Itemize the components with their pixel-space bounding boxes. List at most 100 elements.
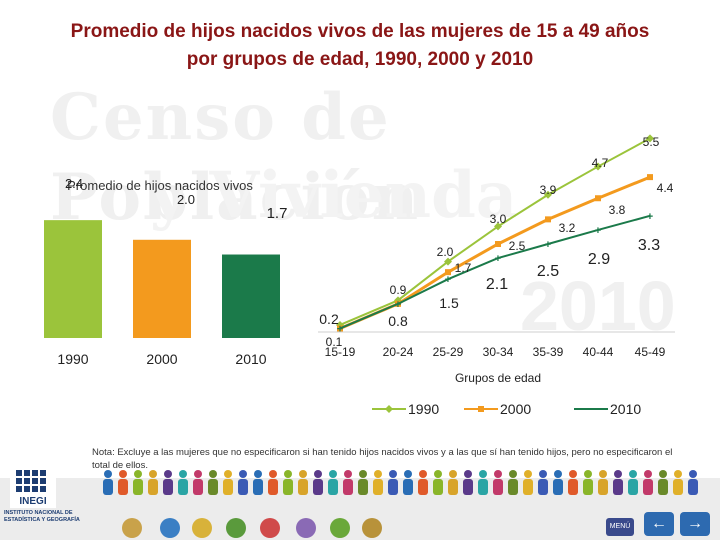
person-body xyxy=(388,479,398,495)
series-point-1990 xyxy=(444,257,452,266)
person-head xyxy=(359,470,367,478)
person-head xyxy=(554,470,562,478)
data-label-1990: 3.9 xyxy=(540,183,557,197)
people-banner-icon xyxy=(103,470,698,495)
next-slide-button[interactable]: → xyxy=(680,512,710,536)
legend-marker xyxy=(478,406,484,412)
person-body xyxy=(178,479,188,495)
data-label-2010: 2.9 xyxy=(588,251,610,268)
series-point-2010: + xyxy=(545,239,551,251)
person-body xyxy=(523,479,533,495)
home-icon[interactable] xyxy=(260,518,280,538)
line-chart: + + + + + + +0.2 0.9 2.0 3.0 3.9 4.7 5.5 0.1 0.8 1.7 2.5… xyxy=(318,134,675,417)
person-head xyxy=(314,470,322,478)
data-label-1990: 2.0 xyxy=(437,245,454,259)
person-head xyxy=(584,470,592,478)
bar-category-label: 1990 xyxy=(57,351,88,367)
person-head xyxy=(194,470,202,478)
person-body xyxy=(133,479,143,495)
topic-icon-2[interactable] xyxy=(160,518,180,538)
person-head xyxy=(119,470,127,478)
legend-label-2010: 2010 xyxy=(610,401,641,417)
data-label-2010: 1.5 xyxy=(439,295,459,311)
person-head xyxy=(254,470,262,478)
x-tick-label: 35-39 xyxy=(533,345,564,359)
data-label-2010: 3.3 xyxy=(638,237,660,254)
person-body xyxy=(238,479,248,495)
topic-icon-3[interactable] xyxy=(192,518,212,538)
person-head xyxy=(209,470,217,478)
x-tick-label: 40-44 xyxy=(583,345,614,359)
person-body xyxy=(658,479,668,495)
watermark-text: Censo de Población xyxy=(50,80,421,235)
series-point-2000 xyxy=(545,216,551,223)
data-label-1990: 5.5 xyxy=(643,135,660,149)
series-point-2010: + xyxy=(395,299,401,311)
logo-name: INEGI xyxy=(19,496,46,507)
bar-2000 xyxy=(133,239,191,338)
topic-icon-8[interactable] xyxy=(362,518,382,538)
series-point-2000 xyxy=(445,269,451,276)
person-body xyxy=(253,479,263,495)
person-head xyxy=(419,470,427,478)
person-body xyxy=(328,479,338,495)
person-head xyxy=(224,470,232,478)
person-body xyxy=(583,479,593,495)
bar-value-label: 1.7 xyxy=(267,205,288,222)
person-body xyxy=(373,479,383,495)
footnote: Nota: Excluye a las mujeres que no espec… xyxy=(92,447,673,471)
person-head xyxy=(404,470,412,478)
bar-category-label: 2000 xyxy=(146,351,177,367)
title-line-2: por grupos de edad, 1990, 2000 y 2010 xyxy=(186,49,534,70)
person-body xyxy=(433,479,443,495)
bar-chart-title: Promedio de hijos nacidos vivos xyxy=(67,178,253,193)
person-body xyxy=(268,479,278,495)
menu-button[interactable]: MENÚ xyxy=(606,518,634,536)
legend-marker xyxy=(385,405,393,413)
data-label-2000: 2.5 xyxy=(509,239,526,253)
person-body xyxy=(103,479,113,495)
person-body xyxy=(403,479,413,495)
x-tick-label: 30-34 xyxy=(483,345,514,359)
prev-slide-button[interactable]: ← xyxy=(644,512,674,536)
series-point-1990 xyxy=(594,162,602,171)
data-label-2000: 0.8 xyxy=(388,313,408,329)
person-head xyxy=(284,470,292,478)
series-line-2010 xyxy=(339,214,651,330)
topic-icon-1[interactable] xyxy=(122,518,142,538)
x-tick-label: 25-29 xyxy=(433,345,464,359)
person-head xyxy=(494,470,502,478)
person-head xyxy=(299,470,307,478)
person-head xyxy=(569,470,577,478)
person-body xyxy=(358,479,368,495)
chart-area: 2010 Promedio de hijos nacidos vivos 1990… xyxy=(44,134,676,417)
person-head xyxy=(104,470,112,478)
person-body xyxy=(298,479,308,495)
person-body xyxy=(688,479,698,495)
person-body xyxy=(148,479,158,495)
person-head xyxy=(524,470,532,478)
person-body xyxy=(598,479,608,495)
series-point-2010: + xyxy=(595,225,601,237)
series-point-2010: + xyxy=(647,211,653,223)
topic-icon-7[interactable] xyxy=(330,518,350,538)
bar-value-label: 2.4 xyxy=(65,176,83,191)
data-label-1990: 3.0 xyxy=(490,212,507,226)
series-point-2000 xyxy=(495,241,501,247)
data-label-2000: 1.7 xyxy=(455,261,472,275)
person-body xyxy=(628,479,638,495)
topic-icon-4[interactable] xyxy=(226,518,246,538)
series-point-2000 xyxy=(595,195,601,202)
person-body xyxy=(553,479,563,495)
person-body xyxy=(643,479,653,495)
person-head xyxy=(689,470,697,478)
person-body xyxy=(508,479,518,495)
series-point-2010: + xyxy=(495,253,501,265)
person-body xyxy=(538,479,548,495)
topic-icon-6[interactable] xyxy=(296,518,316,538)
watermark-text-2: y Vivienda xyxy=(150,158,518,233)
series-point-1990 xyxy=(544,190,552,199)
data-label-2000: 4.4 xyxy=(657,181,674,195)
person-body xyxy=(448,479,458,495)
person-head xyxy=(539,470,547,478)
